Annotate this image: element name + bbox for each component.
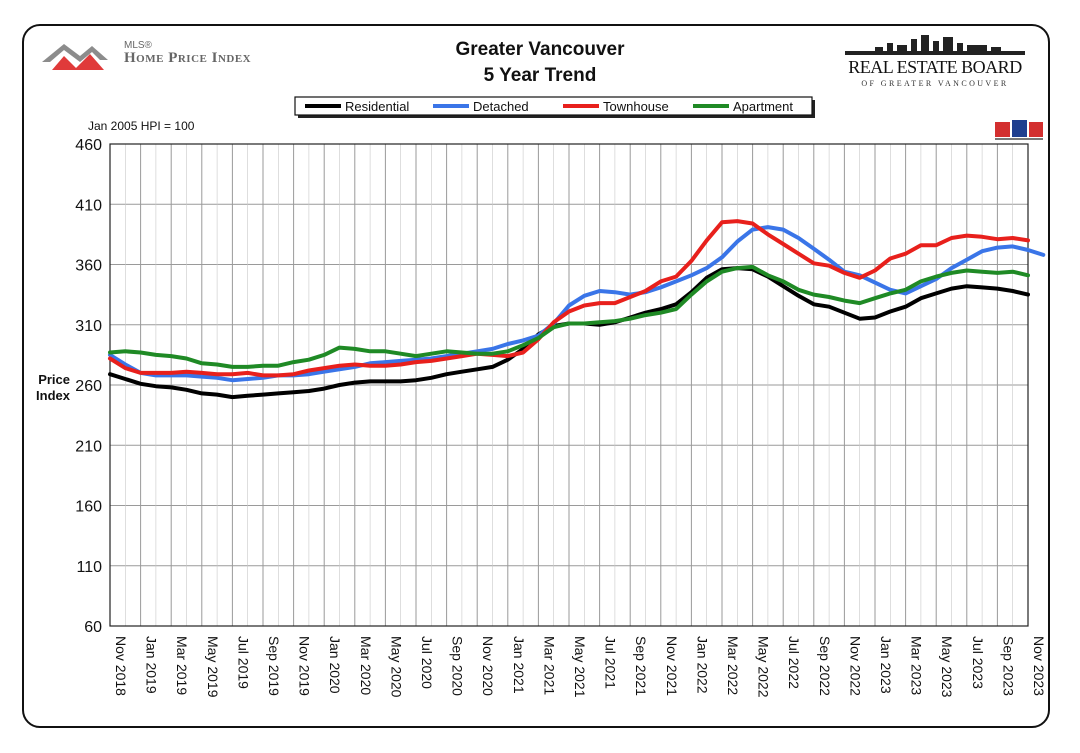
y-tick-label: 360 bbox=[75, 258, 102, 275]
x-tick-label: Sep 2021 bbox=[633, 636, 649, 696]
y-tick-label: 260 bbox=[75, 378, 102, 395]
legend-label-residential: Residential bbox=[345, 99, 409, 114]
x-tick-label: Sep 2020 bbox=[450, 636, 466, 696]
x-tick-label: May 2022 bbox=[756, 636, 772, 698]
board-name: REAL ESTATE BOARD bbox=[848, 57, 1022, 77]
x-tick-label: Jan 2023 bbox=[878, 636, 894, 694]
x-tick-label: Sep 2019 bbox=[266, 636, 282, 696]
x-tick-label: Mar 2022 bbox=[725, 636, 741, 695]
x-tick-label: Nov 2020 bbox=[480, 636, 496, 696]
x-tick-label: Mar 2023 bbox=[909, 636, 925, 695]
x-tick-label: May 2020 bbox=[388, 636, 404, 698]
series-line-townhouse bbox=[108, 219, 1030, 378]
legend-label-apartment: Apartment bbox=[733, 99, 793, 114]
x-tick-label: Nov 2022 bbox=[847, 636, 863, 696]
real-estate-board-logo: REAL ESTATE BOARD OF GREATER VANCOUVER bbox=[835, 33, 1035, 93]
base-note: Jan 2005 HPI = 100 bbox=[88, 119, 195, 133]
x-tick-label: Sep 2023 bbox=[1000, 636, 1016, 696]
y-tick-label: 310 bbox=[75, 318, 102, 335]
x-tick-label: Jan 2019 bbox=[144, 636, 160, 694]
skyline-icon bbox=[845, 35, 1025, 55]
x-tick-label: Jul 2021 bbox=[603, 636, 619, 689]
x-tick-label: Jul 2022 bbox=[786, 636, 802, 689]
x-tick-label: May 2023 bbox=[939, 636, 955, 698]
title-line-1: Greater Vancouver bbox=[455, 39, 625, 60]
x-tick-label: Jul 2020 bbox=[419, 636, 435, 689]
house-roof-icon bbox=[42, 44, 108, 70]
x-tick-label: Mar 2021 bbox=[541, 636, 557, 695]
x-tick-label: Jan 2020 bbox=[327, 636, 343, 694]
x-tick-label: Nov 2023 bbox=[1031, 636, 1047, 696]
y-axis-label-line1: Price bbox=[38, 372, 70, 387]
y-tick-label: 110 bbox=[76, 559, 102, 576]
x-tick-label: Jul 2019 bbox=[235, 636, 251, 689]
y-tick-label: 210 bbox=[75, 438, 102, 455]
y-tick-label: 160 bbox=[75, 499, 102, 516]
legend-label-detached: Detached bbox=[473, 99, 529, 114]
legend-box bbox=[294, 96, 813, 116]
legend-label-townhouse: Townhouse bbox=[603, 99, 669, 114]
mls-badge-icon bbox=[995, 120, 1043, 140]
x-tick-label: Mar 2020 bbox=[358, 636, 374, 695]
plot-border bbox=[109, 143, 1029, 627]
x-tick-label: May 2019 bbox=[205, 636, 221, 698]
x-tick-label: Nov 2018 bbox=[113, 636, 129, 696]
mls-hpi-logo: MLS® Home Price Index bbox=[42, 38, 302, 72]
title-line-2: 5 Year Trend bbox=[483, 65, 597, 86]
x-tick-label: Nov 2019 bbox=[297, 636, 313, 696]
x-tick-label: Jul 2023 bbox=[970, 636, 986, 689]
y-tick-label: 410 bbox=[75, 197, 102, 214]
board-subtitle: OF GREATER VANCOUVER bbox=[861, 79, 1009, 88]
x-tick-label: Jan 2021 bbox=[511, 636, 527, 694]
x-tick-label: May 2021 bbox=[572, 636, 588, 698]
series-line-apartment bbox=[108, 264, 1030, 369]
mls-logo-text: Home Price Index bbox=[124, 50, 252, 66]
y-tick-label: 460 bbox=[75, 137, 102, 154]
x-tick-label: Jan 2022 bbox=[694, 636, 710, 694]
chart-title: Greater Vancouver 5 Year Trend bbox=[380, 37, 700, 89]
x-tick-label: Nov 2021 bbox=[664, 636, 680, 696]
y-tick-label: 60 bbox=[84, 619, 102, 636]
x-tick-label: Mar 2019 bbox=[174, 636, 190, 695]
mls-superscript: MLS® bbox=[124, 40, 152, 51]
x-tick-label: Sep 2022 bbox=[817, 636, 833, 696]
y-axis-label-line2: Index bbox=[36, 388, 71, 403]
